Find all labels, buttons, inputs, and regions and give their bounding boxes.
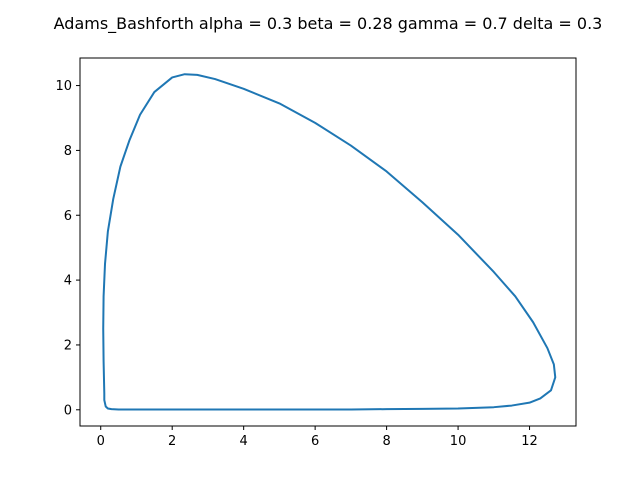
x-tick-label: 0 <box>97 434 105 449</box>
x-tick-label: 4 <box>240 434 248 449</box>
axes-frame <box>79 57 577 427</box>
plot-area: 0 2 4 6 8 10 12 0 2 4 6 8 10 <box>55 57 577 449</box>
y-tick-label: 8 <box>64 144 72 159</box>
x-tick-label: 2 <box>168 434 176 449</box>
x-tick-label: 8 <box>382 434 390 449</box>
y-tick-label: 2 <box>64 338 72 353</box>
x-tick-label: 12 <box>521 434 538 449</box>
y-tick-label: 0 <box>64 403 72 418</box>
x-tick-label: 6 <box>311 434 319 449</box>
y-tick-label: 10 <box>55 79 72 94</box>
y-tick-label: 6 <box>64 209 72 224</box>
x-tick-label: 10 <box>450 434 467 449</box>
chart-title: Adams_Bashforth alpha = 0.3 beta = 0.28 … <box>54 14 603 34</box>
series-line-0 <box>102 73 557 411</box>
y-tick-label: 4 <box>64 274 72 289</box>
